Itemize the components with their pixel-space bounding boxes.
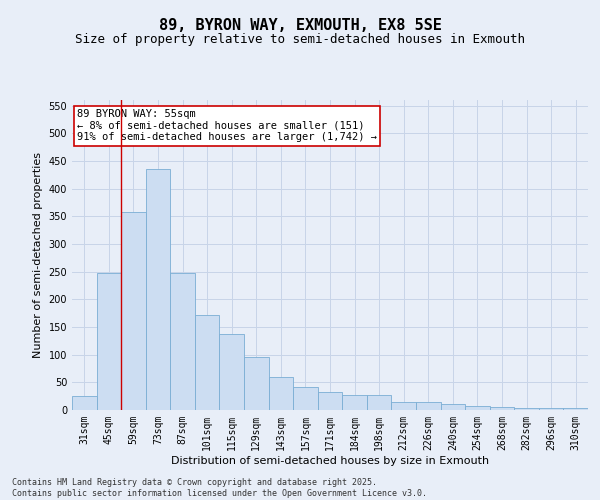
Bar [391, 402, 416, 410]
Bar [342, 394, 367, 410]
Bar [563, 408, 588, 410]
Bar [514, 408, 539, 410]
Bar [416, 402, 440, 410]
Bar [97, 272, 121, 410]
Bar [220, 334, 244, 410]
Text: Contains HM Land Registry data © Crown copyright and database right 2025.
Contai: Contains HM Land Registry data © Crown c… [12, 478, 427, 498]
Bar [195, 315, 220, 410]
Text: Size of property relative to semi-detached houses in Exmouth: Size of property relative to semi-detach… [75, 32, 525, 46]
Bar [440, 404, 465, 410]
Bar [539, 408, 563, 410]
Bar [244, 358, 269, 410]
Bar [72, 396, 97, 410]
Y-axis label: Number of semi-detached properties: Number of semi-detached properties [33, 152, 43, 358]
Bar [367, 394, 391, 410]
Bar [293, 387, 318, 410]
X-axis label: Distribution of semi-detached houses by size in Exmouth: Distribution of semi-detached houses by … [171, 456, 489, 466]
Bar [490, 407, 514, 410]
Text: 89 BYRON WAY: 55sqm
← 8% of semi-detached houses are smaller (151)
91% of semi-d: 89 BYRON WAY: 55sqm ← 8% of semi-detache… [77, 110, 377, 142]
Bar [146, 169, 170, 410]
Bar [318, 392, 342, 410]
Bar [465, 406, 490, 410]
Bar [170, 272, 195, 410]
Bar [121, 212, 146, 410]
Text: 89, BYRON WAY, EXMOUTH, EX8 5SE: 89, BYRON WAY, EXMOUTH, EX8 5SE [158, 18, 442, 32]
Bar [269, 377, 293, 410]
